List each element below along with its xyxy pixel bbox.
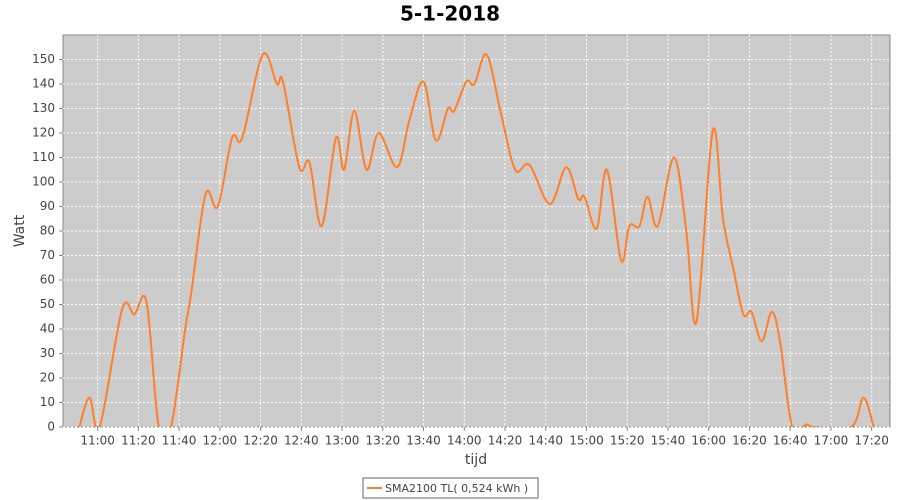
y-tick-label: 60 (40, 273, 55, 287)
x-tick-label: 17:00 (814, 434, 849, 448)
x-tick-label: 14:00 (447, 434, 482, 448)
x-tick-label: 12:00 (203, 434, 238, 448)
legend (362, 477, 539, 499)
y-tick-label: 130 (32, 101, 55, 115)
x-tick-label: 16:20 (732, 434, 767, 448)
y-tick-label: 140 (32, 77, 55, 91)
y-tick-label: 50 (40, 297, 55, 311)
x-tick-label: 12:20 (243, 434, 278, 448)
y-tick-label: 70 (40, 248, 55, 262)
y-tick-label: 90 (40, 199, 55, 213)
x-tick-label: 12:40 (284, 434, 319, 448)
y-tick-label: 10 (40, 395, 55, 409)
legend-label: SMA2100 TL( 0,524 kWh ) (385, 482, 528, 495)
x-tick-label: 16:40 (773, 434, 808, 448)
y-tick-label: 110 (32, 150, 55, 164)
x-axis-label: tijd (465, 452, 487, 468)
x-tick-label: 13:00 (325, 434, 360, 448)
y-tick-label: 20 (40, 371, 55, 385)
y-tick-label: 30 (40, 346, 55, 360)
x-tick-label: 15:00 (569, 434, 604, 448)
x-tick-label: 11:40 (162, 434, 197, 448)
x-tick-label: 14:20 (488, 434, 523, 448)
y-tick-label: 100 (32, 175, 55, 189)
y-tick-label: 40 (40, 322, 55, 336)
line-series (78, 52, 875, 427)
x-tick-label: 15:20 (610, 434, 645, 448)
x-tick-label: 15:40 (651, 434, 686, 448)
chart-title: 5-1-2018 (400, 2, 500, 26)
x-tick-label: 13:20 (366, 434, 401, 448)
x-tick-label: 11:00 (80, 434, 115, 448)
y-tick-label: 0 (47, 420, 55, 434)
y-tick-label: 150 (32, 52, 55, 66)
x-tick-label: 17:20 (854, 434, 889, 448)
x-tick-label: 11:20 (121, 434, 156, 448)
y-tick-label: 120 (32, 126, 55, 140)
y-tick-label: 80 (40, 224, 55, 238)
x-tick-label: 16:00 (691, 434, 726, 448)
x-tick-label: 13:40 (406, 434, 441, 448)
y-axis-label: Watt (12, 214, 28, 247)
x-tick-label: 14:40 (528, 434, 563, 448)
